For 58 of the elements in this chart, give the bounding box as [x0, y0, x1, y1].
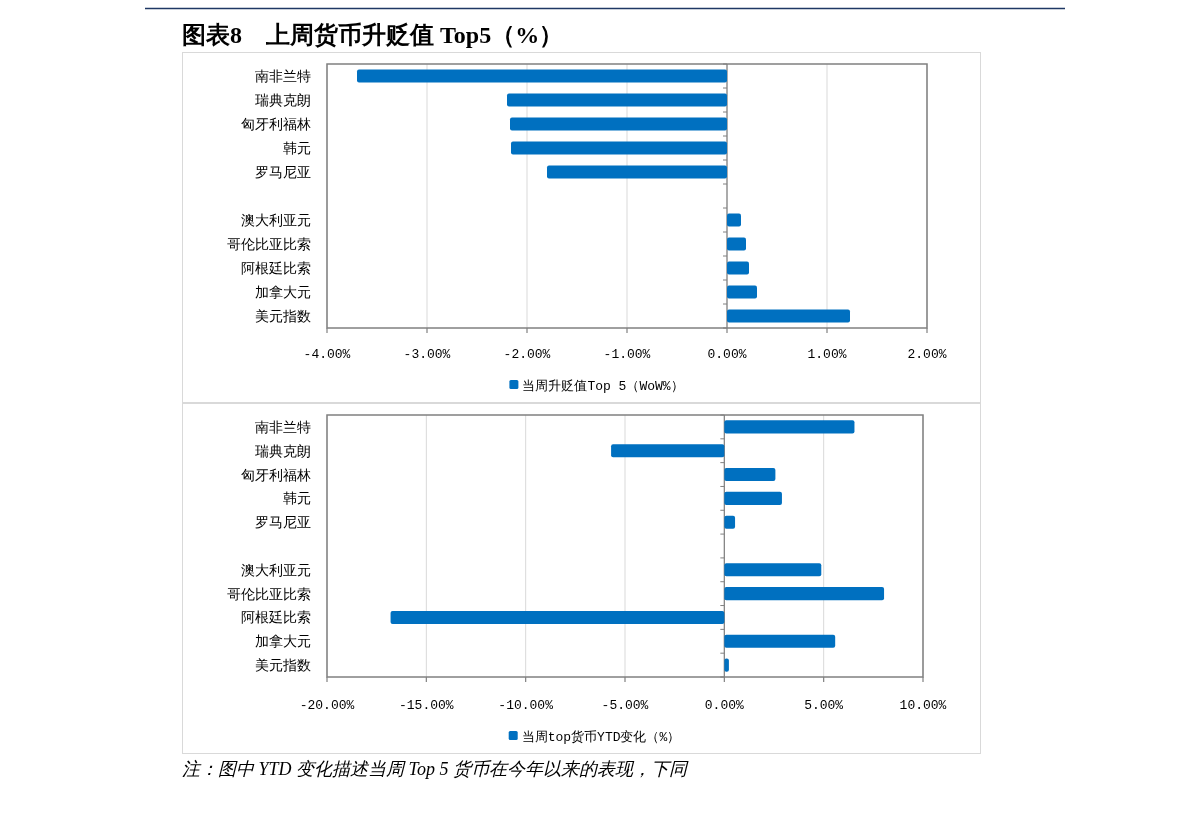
bar [724, 658, 729, 672]
legend-label: 当周升贬值Top 5（WoW%） [522, 379, 684, 394]
x-tick-label: 1.00% [807, 347, 847, 362]
x-tick-label: 10.00% [899, 698, 947, 713]
y-tick-label: 南非兰特 [255, 419, 311, 435]
x-tick-label: 0.00% [707, 347, 747, 362]
y-tick-label: 加拿大元 [255, 285, 311, 300]
x-tick-label: -15.00% [399, 698, 454, 713]
bar [724, 587, 885, 601]
bar [511, 141, 727, 155]
bar [611, 444, 725, 458]
x-tick-label: -10.00% [498, 698, 554, 713]
y-tick-label: 罗马尼亚 [255, 165, 311, 180]
bar [727, 237, 746, 251]
bar [357, 69, 727, 83]
bar [390, 610, 725, 625]
x-tick-label: -3.00% [403, 347, 451, 362]
chart-title: 图表8 上周货币升贬值 Top5（%） [182, 22, 564, 48]
x-tick-label: 5.00% [804, 698, 844, 713]
x-tick-label: 2.00% [907, 347, 947, 362]
y-tick-label: 瑞典克朗 [255, 93, 311, 108]
y-tick-label: 美元指数 [255, 658, 311, 674]
bar [724, 563, 822, 577]
bar [724, 634, 836, 648]
bar [727, 261, 749, 275]
bar [507, 93, 727, 107]
bar [727, 309, 850, 323]
y-tick-label: 匈牙利福林 [241, 117, 311, 132]
bar [727, 285, 757, 299]
bar [510, 117, 727, 131]
y-tick-label: 加拿大元 [255, 634, 311, 650]
y-tick-label: 阿根廷比索 [241, 261, 311, 276]
x-tick-label: 0.00% [704, 698, 745, 713]
bar [724, 468, 776, 482]
y-tick-label: 澳大利亚元 [241, 562, 311, 578]
y-tick-label: 韩元 [283, 141, 311, 156]
y-tick-label: 哥伦比亚比索 [227, 586, 311, 602]
x-tick-label: -1.00% [603, 347, 651, 362]
y-tick-label: 匈牙利福林 [241, 467, 311, 483]
y-tick-label: 南非兰特 [255, 69, 311, 84]
y-tick-label: 瑞典克朗 [255, 443, 311, 459]
y-tick-label: 罗马尼亚 [255, 515, 311, 531]
y-tick-label: 阿根廷比索 [241, 610, 311, 626]
bar [547, 165, 727, 179]
y-tick-label: 澳大利亚元 [241, 213, 311, 228]
x-tick-label: -2.00% [503, 347, 551, 362]
y-tick-label: 哥伦比亚比索 [227, 237, 311, 252]
text: 注：图中 YTD 变化描述当周 Top 5 货币在今年以来的表现，下同 [182, 759, 689, 779]
x-tick-label: -20.00% [299, 698, 355, 713]
x-tick-label: -4.00% [303, 347, 351, 362]
y-tick-label: 美元指数 [255, 309, 311, 324]
bar [724, 491, 782, 505]
legend-label: 当周top货币YTD变化（%） [521, 730, 681, 745]
bar [727, 213, 741, 227]
y-tick-label: 韩元 [283, 491, 311, 507]
x-tick-label: -5.00% [601, 698, 649, 713]
bar [724, 420, 855, 434]
bar [724, 515, 736, 529]
